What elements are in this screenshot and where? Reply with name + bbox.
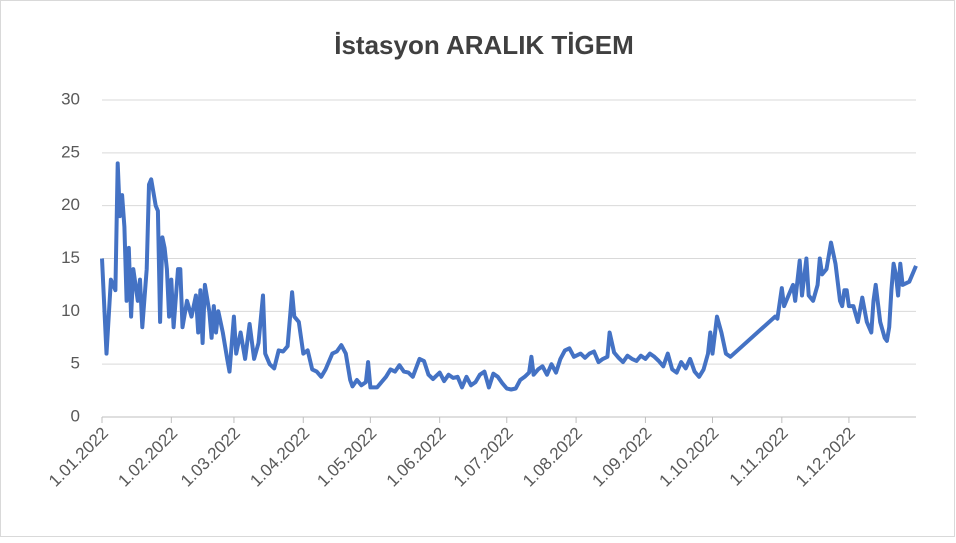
chart-title: İstasyon ARALIK TİGEM	[334, 30, 634, 60]
y-tick-label: 5	[71, 354, 80, 373]
data-line	[100, 161, 918, 392]
y-tick-label: 10	[61, 301, 80, 320]
y-tick-label: 30	[61, 89, 80, 108]
y-tick-label: 20	[61, 195, 80, 214]
y-tick-label: 0	[71, 406, 80, 425]
y-tick-label: 15	[61, 248, 80, 267]
y-tick-label: 25	[61, 142, 80, 161]
